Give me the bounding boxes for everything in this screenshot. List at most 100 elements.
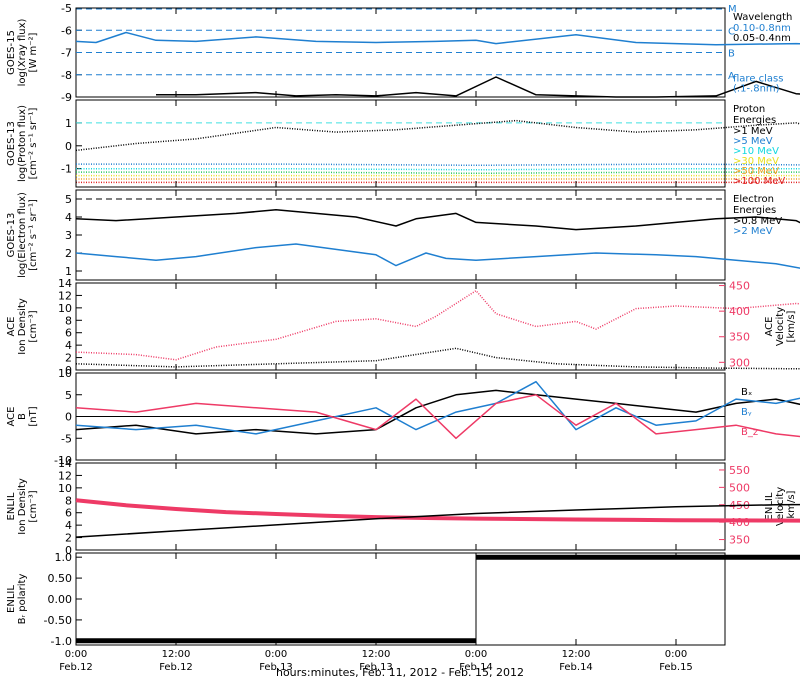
series-cyan xyxy=(76,167,800,171)
y-tick-label: 4 xyxy=(65,519,72,532)
y-tick-label: -5 xyxy=(61,432,72,445)
legend-entry: flare class xyxy=(733,73,783,84)
y-axis-label-line: log(Xray flux) xyxy=(17,19,28,87)
y-tick-label: -0.50 xyxy=(44,614,72,627)
series-pink xyxy=(75,498,800,523)
y-axis-label-line: GOES-13 xyxy=(6,121,17,166)
y-axis-label-line: ACE xyxy=(6,317,17,337)
series-black xyxy=(75,389,800,435)
legend-entry: 0.05-0.4nm xyxy=(733,33,791,44)
y-axis-label-line: [cm⁻² s⁻¹ sr⁻¹] xyxy=(28,108,39,180)
y-axis-label-line: ENLIL xyxy=(6,585,17,613)
y-right-tick-label: 350 xyxy=(729,534,750,547)
panel-frame xyxy=(75,99,726,188)
y-tick-label: 14 xyxy=(58,277,72,290)
y-axis-label-line: [cm⁻² s⁻¹ sr⁻¹] xyxy=(28,199,39,271)
y-tick-label: -1.0 xyxy=(51,635,72,648)
y-tick-label: -8 xyxy=(61,69,72,82)
y-axis-label-line: GOES-15 xyxy=(6,30,17,75)
flare-class-letter: B xyxy=(728,49,735,60)
series-black xyxy=(75,119,800,152)
x-tick-date: Feb.14 xyxy=(559,662,593,673)
y-axis-label-line: GOES-13 xyxy=(6,213,17,258)
y-tick-label: 10 xyxy=(58,482,72,495)
x-tick-date: Feb.15 xyxy=(659,662,693,673)
x-axis: 0:00 Feb.12 12:00 Feb.12 0:00 Feb.13 12:00 Feb.… xyxy=(59,8,693,673)
x-axis-label: hours:minutes, Feb. 11, 2012 - Feb. 15, … xyxy=(276,666,524,679)
legend-title: Energies xyxy=(733,205,776,216)
flare-class-letter: C xyxy=(728,26,735,37)
y-right-axis-label-line: Velocity xyxy=(775,487,786,526)
x-tick-label: 0:00 xyxy=(665,649,687,660)
y-axis-label: GOES-13 log(Proton flux) [cm⁻² s⁻¹ sr⁻¹] xyxy=(6,105,39,182)
y-tick-label: 12 xyxy=(58,289,72,302)
y-right-axis-label-line: ACE xyxy=(764,317,775,337)
x-tick-date: Feb.13 xyxy=(359,662,393,673)
y-tick-label: 6 xyxy=(65,327,72,340)
series-black xyxy=(75,503,800,538)
y-tick-label: -7 xyxy=(61,47,72,60)
y-right-tick-label: 350 xyxy=(729,331,750,344)
series-green xyxy=(76,171,800,175)
legend-entry: (.1-.8nm) xyxy=(733,83,780,94)
y-axis-label-line: [nT] xyxy=(28,406,39,426)
x-tick-label: 0:00 xyxy=(265,649,287,660)
plot-panels: -9 -8 -7 -6 -5 GOES-15 log(Xray flux) [W m⁻²] MC… xyxy=(6,2,800,648)
panel-frame xyxy=(75,462,726,551)
y-tick-label: 5 xyxy=(65,389,72,402)
legend-title: Proton xyxy=(733,104,765,115)
y-axis-label-line: B xyxy=(17,413,28,420)
x-tick-label: 0:00 xyxy=(465,649,487,660)
legend-entry: >50 MeV xyxy=(733,166,779,177)
series-blue xyxy=(76,163,800,167)
y-right-tick-label: 450 xyxy=(729,280,750,293)
y-right-tick-label: 400 xyxy=(729,305,750,318)
legend-title: Electron xyxy=(733,194,774,205)
legend-title: Energies xyxy=(733,115,776,126)
x-tick-label: 12:00 xyxy=(362,649,391,660)
x-tick-date: Feb.12 xyxy=(59,662,93,673)
y-tick-label: -10 xyxy=(54,454,72,467)
y-tick-label: 0 xyxy=(65,364,72,377)
series-pink xyxy=(75,289,800,361)
y-tick-label: 8 xyxy=(65,314,72,327)
y-tick-label: -9 xyxy=(61,91,72,104)
y-axis-label-line: [cm⁻³] xyxy=(28,310,39,342)
x-tick-date: Feb.12 xyxy=(159,662,193,673)
y-axis-label: ENLIL Ion Density [cm⁻³] xyxy=(6,478,39,535)
y-axis-label: ENLIL Bᵣ polarity xyxy=(6,574,28,625)
series-blue xyxy=(75,31,800,46)
panel-ace_mag: -10 -5 0 5 10 ACE B [nT] Bₓ Bᵧ B_z xyxy=(6,367,800,467)
y-axis-label: ACE Ion Density [cm⁻³] xyxy=(6,298,39,355)
legend-entry: >10 MeV xyxy=(733,146,779,157)
panel-frame xyxy=(75,189,726,281)
panel-goes13_electron: 1 2 3 4 5 GOES-13 log(Electron flux) [cm⁻² s⁻¹ … xyxy=(6,189,800,281)
legend-title: Wavelength xyxy=(733,12,792,23)
panel-goes13_proton: -1 0 1 GOES-13 log(Proton flux) [cm⁻² s⁻¹ sr⁻… xyxy=(6,99,800,188)
legend-entry: >100 MeV xyxy=(733,176,785,187)
x-tick-date: Feb.13 xyxy=(259,662,293,673)
y-tick-label: 14 xyxy=(58,457,72,470)
y-tick-label: 2 xyxy=(65,247,72,260)
y-right-tick-label: 550 xyxy=(729,464,750,477)
y-axis-label: GOES-13 log(Electron flux) [cm⁻² s⁻¹ sr⁻¹] xyxy=(6,192,39,278)
y-right-axis-label-line: Velocity xyxy=(775,307,786,346)
y-right-axis-label-line: [km/s] xyxy=(786,490,797,522)
y-tick-label: 0.00 xyxy=(48,593,73,606)
y-tick-label: 3 xyxy=(65,229,72,242)
y-right-tick-label: 300 xyxy=(729,356,750,369)
legend-entry: B_z xyxy=(741,427,758,438)
y-axis-label: GOES-15 log(Xray flux) [W m⁻²] xyxy=(6,19,39,87)
y-tick-label: 12 xyxy=(58,469,72,482)
y-right-axis-label-line: ENLIL xyxy=(764,492,775,520)
y-tick-label: 1.0 xyxy=(55,551,73,564)
y-tick-label: -5 xyxy=(61,2,72,15)
y-axis-label-line: Bᵣ polarity xyxy=(17,574,28,625)
y-axis-label: ACE B [nT] xyxy=(6,406,39,426)
panel-frame xyxy=(75,282,726,371)
y-axis-label-line: ENLIL xyxy=(6,492,17,520)
x-tick-label: 12:00 xyxy=(162,649,191,660)
y-right-axis-label: ACE Velocity [km/s] xyxy=(764,307,797,346)
